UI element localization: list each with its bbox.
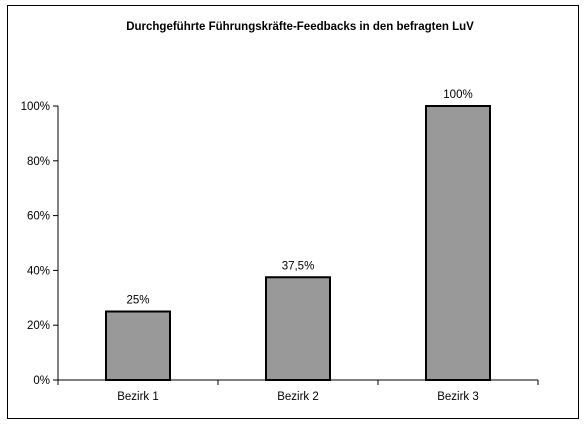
bar (425, 105, 491, 381)
labels: 25% Bezirk 1 37,5% Bezirk 2 100% Bezirk 3 (117, 89, 479, 403)
y-tick-label: 40% (27, 265, 50, 277)
y-tick-label: 100% (21, 101, 50, 113)
x-tick-label: Bezirk 2 (277, 391, 319, 403)
data-label: 100% (443, 89, 472, 101)
bars (105, 105, 491, 381)
chart-title: Durchgeführte Führungskräfte-Feedbacks i… (126, 21, 474, 33)
y-tick-label: 80% (27, 156, 50, 168)
data-label: 25% (126, 295, 149, 307)
bar-chart: Durchgeführte Führungskräfte-Feedbacks i… (21, 21, 539, 403)
y-tick-label: 60% (27, 211, 50, 223)
x-tick-label: Bezirk 1 (117, 391, 159, 403)
data-label: 37,5% (282, 260, 315, 272)
chart-frame: Durchgeführte Führungskräfte-Feedbacks i… (7, 5, 579, 419)
x-tick-label: Bezirk 3 (437, 391, 479, 403)
bar (265, 276, 331, 381)
y-tick-label: 0% (33, 375, 50, 387)
bar (105, 310, 171, 381)
y-tick-label: 20% (27, 320, 50, 332)
